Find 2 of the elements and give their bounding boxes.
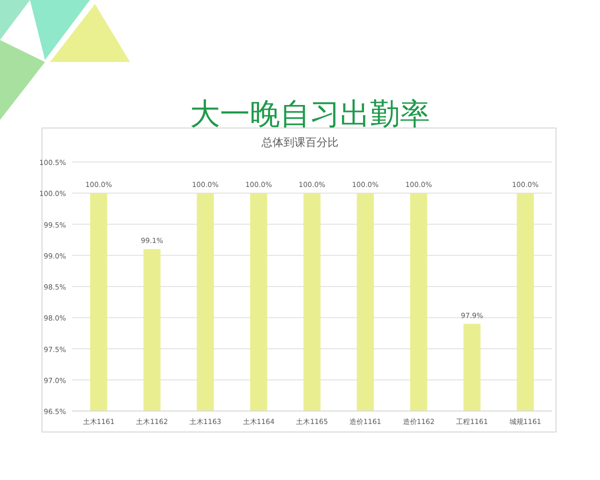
chart-subtitle: 总体到课百分比 <box>260 136 338 149</box>
chart-title: 大一晚自习出勤率 <box>190 97 430 132</box>
